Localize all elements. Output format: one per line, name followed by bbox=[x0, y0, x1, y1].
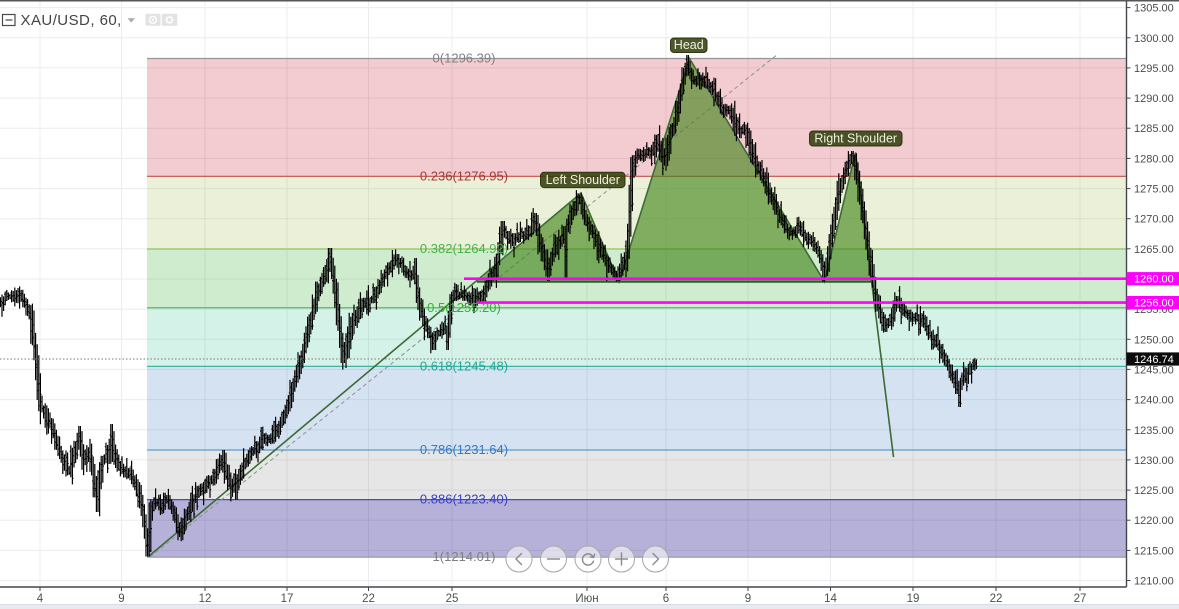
svg-text:4: 4 bbox=[37, 593, 44, 605]
svg-text:1220.00: 1220.00 bbox=[1134, 515, 1174, 527]
svg-text:14: 14 bbox=[824, 593, 837, 605]
svg-text:19: 19 bbox=[907, 593, 920, 605]
svg-text:Right Shoulder: Right Shoulder bbox=[814, 131, 897, 145]
svg-text:22: 22 bbox=[990, 593, 1003, 605]
svg-text:12: 12 bbox=[199, 593, 212, 605]
svg-text:0.5(1255.20): 0.5(1255.20) bbox=[427, 300, 501, 315]
svg-text:0.382(1264.92): 0.382(1264.92) bbox=[420, 241, 508, 256]
svg-text:0.886(1223.40): 0.886(1223.40) bbox=[420, 492, 508, 507]
svg-text:1246.74: 1246.74 bbox=[1134, 354, 1174, 366]
svg-text:1260.00: 1260.00 bbox=[1134, 274, 1174, 286]
svg-text:22: 22 bbox=[362, 593, 375, 605]
svg-text:Left Shoulder: Left Shoulder bbox=[546, 173, 620, 187]
svg-text:0.236(1276.95): 0.236(1276.95) bbox=[420, 168, 508, 183]
svg-text:0.786(1231.64): 0.786(1231.64) bbox=[420, 442, 508, 457]
svg-text:1300.00: 1300.00 bbox=[1134, 33, 1174, 45]
svg-text:1256.00: 1256.00 bbox=[1134, 298, 1174, 310]
svg-text:1250.00: 1250.00 bbox=[1134, 334, 1174, 346]
svg-text:0.618(1245.48): 0.618(1245.48) bbox=[420, 358, 508, 373]
svg-text:1245.00: 1245.00 bbox=[1134, 364, 1174, 376]
svg-text:1230.00: 1230.00 bbox=[1134, 455, 1174, 467]
svg-text:1210.00: 1210.00 bbox=[1134, 576, 1174, 588]
svg-text:1225.00: 1225.00 bbox=[1134, 485, 1174, 497]
svg-text:17: 17 bbox=[281, 593, 294, 605]
svg-text:Head: Head bbox=[674, 38, 704, 52]
svg-text:1215.00: 1215.00 bbox=[1134, 545, 1174, 557]
svg-text:25: 25 bbox=[446, 593, 459, 605]
svg-text:XAU/USD, 60,: XAU/USD, 60, bbox=[21, 12, 122, 29]
svg-text:1290.00: 1290.00 bbox=[1134, 93, 1174, 105]
svg-text:27: 27 bbox=[1074, 593, 1087, 605]
svg-text:1285.00: 1285.00 bbox=[1134, 123, 1174, 135]
svg-text:9: 9 bbox=[745, 593, 751, 605]
svg-text:Июн: Июн bbox=[575, 593, 598, 605]
svg-text:0(1296.39): 0(1296.39) bbox=[433, 51, 496, 66]
svg-text:1295.00: 1295.00 bbox=[1134, 63, 1174, 75]
svg-text:1275.00: 1275.00 bbox=[1134, 184, 1174, 196]
svg-text:1240.00: 1240.00 bbox=[1134, 395, 1174, 407]
svg-text:1(1214.01): 1(1214.01) bbox=[433, 549, 496, 564]
svg-text:1270.00: 1270.00 bbox=[1134, 214, 1174, 226]
svg-text:9: 9 bbox=[118, 593, 124, 605]
svg-text:1265.00: 1265.00 bbox=[1134, 244, 1174, 256]
svg-text:1305.00: 1305.00 bbox=[1134, 3, 1174, 15]
svg-text:1280.00: 1280.00 bbox=[1134, 153, 1174, 165]
svg-text:1235.00: 1235.00 bbox=[1134, 425, 1174, 437]
svg-text:6: 6 bbox=[663, 593, 669, 605]
